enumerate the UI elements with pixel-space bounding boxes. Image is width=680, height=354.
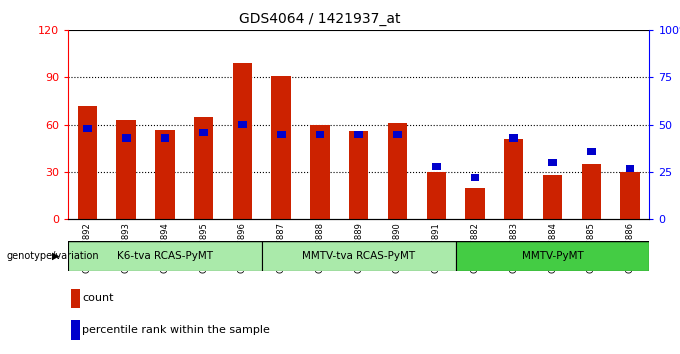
Bar: [543, 175, 562, 219]
Text: genotype/variation: genotype/variation: [7, 251, 99, 261]
Bar: [620, 172, 640, 219]
Bar: [116, 120, 136, 219]
Bar: [349, 131, 369, 219]
Bar: [68, 241, 262, 271]
Bar: [548, 159, 557, 166]
Bar: [504, 139, 524, 219]
Bar: [465, 188, 485, 219]
Bar: [426, 172, 446, 219]
Bar: [199, 129, 208, 136]
Bar: [587, 148, 596, 155]
Bar: [78, 106, 97, 219]
Text: count: count: [82, 293, 114, 303]
Text: GDS4064 / 1421937_at: GDS4064 / 1421937_at: [239, 12, 401, 27]
Bar: [509, 135, 518, 142]
Bar: [432, 163, 441, 170]
Bar: [155, 130, 175, 219]
Bar: [388, 123, 407, 219]
Bar: [238, 121, 247, 129]
Text: ▶: ▶: [52, 251, 60, 261]
Bar: [581, 164, 601, 219]
Bar: [262, 241, 456, 271]
Bar: [393, 131, 402, 138]
Bar: [233, 63, 252, 219]
Bar: [194, 117, 214, 219]
Bar: [277, 131, 286, 138]
Bar: [83, 125, 92, 132]
Bar: [271, 76, 291, 219]
Text: MMTV-tva RCAS-PyMT: MMTV-tva RCAS-PyMT: [302, 251, 415, 261]
Bar: [626, 165, 634, 172]
Bar: [310, 125, 330, 219]
Bar: [354, 131, 363, 138]
Text: K6-tva RCAS-PyMT: K6-tva RCAS-PyMT: [117, 251, 213, 261]
Bar: [471, 174, 479, 181]
Text: MMTV-PyMT: MMTV-PyMT: [522, 251, 583, 261]
Bar: [316, 131, 324, 138]
Bar: [122, 135, 131, 142]
Bar: [160, 135, 169, 142]
Text: percentile rank within the sample: percentile rank within the sample: [82, 325, 270, 335]
Bar: [456, 241, 649, 271]
